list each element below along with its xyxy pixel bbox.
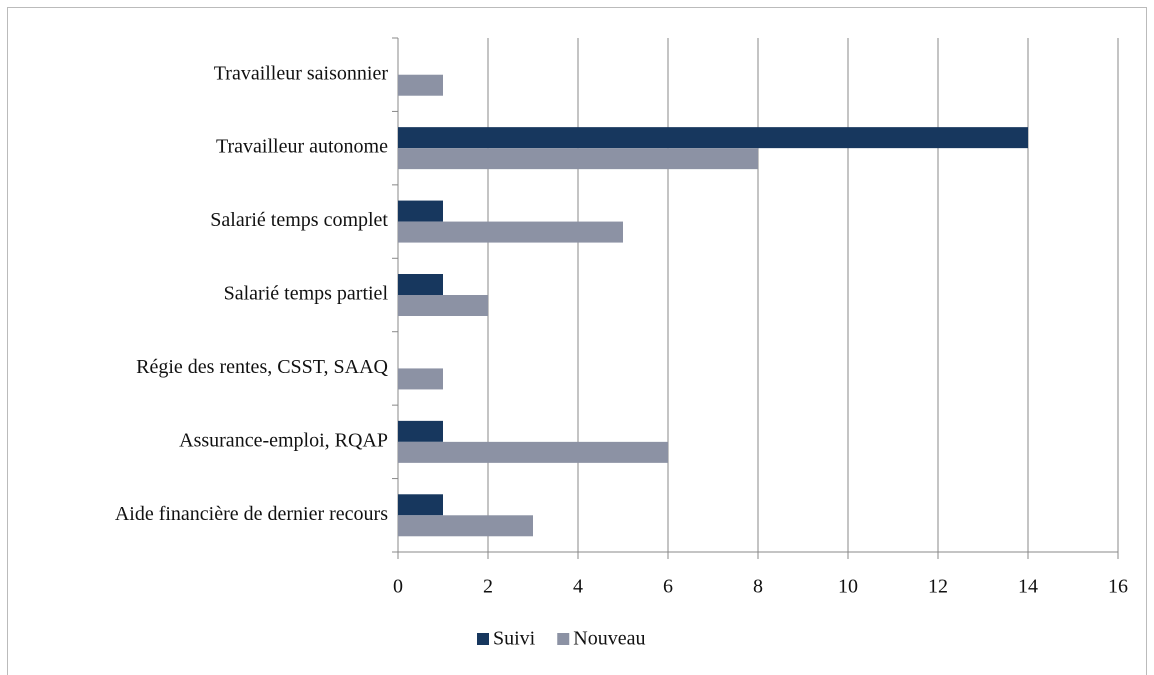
y-tick-label: Assurance-emploi, RQAP [179,429,388,451]
x-tick-label: 0 [393,576,403,598]
x-tick-label: 10 [838,576,858,598]
x-tick-label: 4 [573,576,583,598]
bar [398,148,758,170]
x-tick-label: 8 [753,576,763,598]
bar [398,295,488,316]
bar [398,200,443,222]
frame [7,7,1147,675]
y-tick-label: Salarié temps complet [210,209,388,231]
bar [398,420,443,442]
bar [398,368,443,390]
x-tick-label: 12 [928,576,948,598]
legend-label: Nouveau [573,628,645,650]
x-tick-label: 14 [1018,576,1038,598]
x-tick-label: 2 [483,576,493,598]
bar [398,274,443,295]
legend-label: Suivi [493,628,536,650]
y-tick-label: Régie des rentes, CSST, SAAQ [136,356,388,378]
x-tick-label: 6 [663,576,673,598]
bar [398,127,1028,149]
legend-swatch [477,633,489,645]
bar [398,221,623,243]
y-tick-label: Salarié temps partiel [224,283,389,305]
bar [398,494,443,516]
legend-swatch [557,633,570,645]
y-tick-label: Travailleur autonome [216,136,388,158]
bar [398,441,668,463]
bar [398,74,443,96]
x-tick-label: 16 [1108,576,1128,598]
y-tick-label: Aide financière de dernier recours [115,503,388,525]
y-tick-label: Travailleur saisonnier [214,62,389,84]
bar [398,515,533,537]
